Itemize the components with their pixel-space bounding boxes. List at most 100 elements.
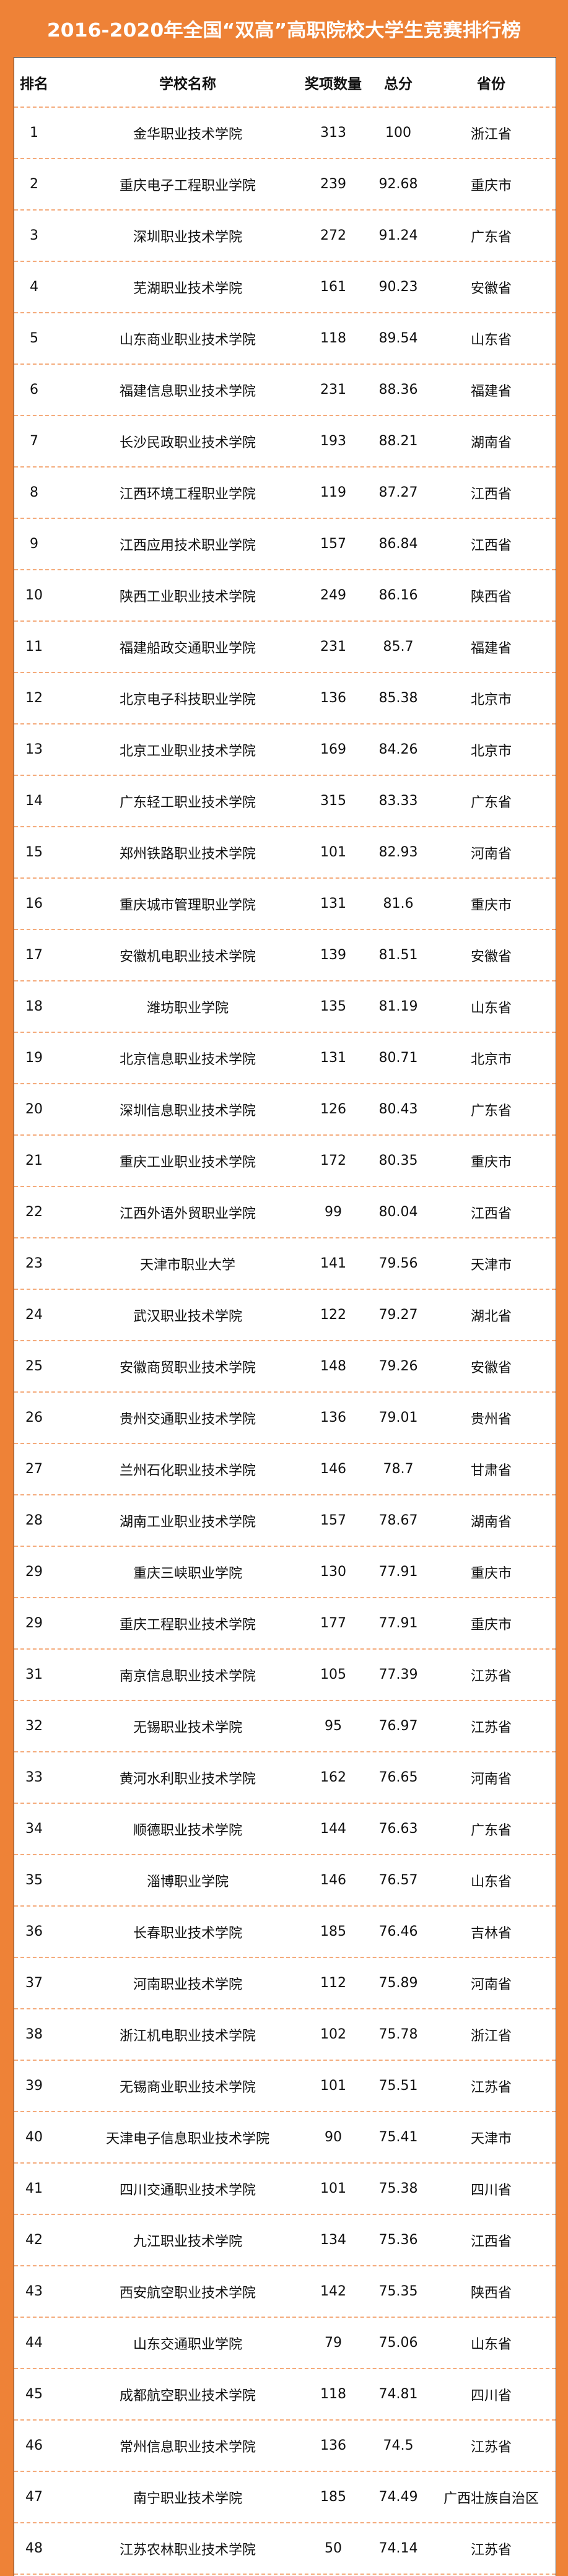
rank-cell: 39 xyxy=(25,2078,43,2094)
rank-cell: 10 xyxy=(25,588,43,603)
table-row: 24 武汉职业技术学院 122 79.27 湖北省 xyxy=(14,1290,556,1341)
rank-cell: 24 xyxy=(25,1307,43,1323)
total-score-cell: 85.38 xyxy=(378,690,418,706)
province-cell: 江苏省 xyxy=(470,1668,512,1684)
rank-cell: 4 xyxy=(30,279,38,295)
table-row: 28 湖南工业职业技术学院 157 78.67 湖南省 xyxy=(14,1495,556,1547)
total-score-cell: 86.84 xyxy=(378,536,418,552)
school-name-cell: 顺德职业技术学院 xyxy=(133,1822,242,1838)
province-cell: 安徽省 xyxy=(470,1360,512,1376)
rank-cell: 2 xyxy=(30,176,38,192)
school-name-cell: 安徽机电职业技术学院 xyxy=(119,949,256,965)
school-name-cell: 贵州交通职业技术学院 xyxy=(119,1411,256,1427)
school-name-cell: 湖南工业职业技术学院 xyxy=(119,1514,256,1530)
school-name-cell: 南宁职业技术学院 xyxy=(133,2491,242,2507)
province-cell: 重庆市 xyxy=(470,1565,512,1582)
rank-cell: 47 xyxy=(25,2489,43,2505)
total-score-cell: 86.16 xyxy=(378,588,418,603)
school-name-cell: 南京信息职业技术学院 xyxy=(119,1668,256,1684)
total-score-cell: 76.63 xyxy=(378,1821,418,1837)
award-count-cell: 126 xyxy=(320,1102,346,1117)
school-name-cell: 天津电子信息职业技术学院 xyxy=(105,2131,269,2147)
table-row: 42 九江职业技术学院 134 75.36 江西省 xyxy=(14,2215,556,2266)
province-cell: 江西省 xyxy=(470,486,512,502)
school-name-cell: 江西环境工程职业学院 xyxy=(119,486,256,502)
table-row: 40 天津电子信息职业技术学院 90 75.41 天津市 xyxy=(14,2112,556,2164)
award-count-cell: 119 xyxy=(320,485,346,500)
province-cell: 江西省 xyxy=(470,537,512,554)
school-name-cell: 福建船政交通职业学院 xyxy=(119,640,256,656)
province-cell: 山东省 xyxy=(470,1000,512,1016)
total-score-cell: 75.51 xyxy=(378,2078,418,2094)
award-count-cell: 177 xyxy=(320,1616,346,1631)
table-row: 35 淄博职业学院 146 76.57 山东省 xyxy=(14,1855,556,1907)
total-score-cell: 76.65 xyxy=(378,1770,418,1785)
table-row: 34 顺德职业技术学院 144 76.63 广东省 xyxy=(14,1804,556,1855)
rank-cell: 5 xyxy=(30,331,38,346)
award-count-cell: 144 xyxy=(320,1821,346,1837)
table-row: 11 福建船政交通职业学院 231 85.7 福建省 xyxy=(14,622,556,673)
school-name-cell: 深圳职业技术学院 xyxy=(133,229,242,245)
rank-cell: 29 xyxy=(25,1564,43,1580)
school-name-cell: 芜湖职业技术学院 xyxy=(133,281,242,297)
rank-cell: 48 xyxy=(25,2541,43,2556)
province-cell: 湖北省 xyxy=(470,1308,512,1325)
award-count-cell: 118 xyxy=(320,2387,346,2402)
school-name-cell: 陕西工业职业技术学院 xyxy=(119,589,256,605)
rank-cell: 8 xyxy=(30,485,38,500)
award-count-cell: 157 xyxy=(320,1513,346,1528)
province-cell: 江苏省 xyxy=(470,1720,512,1736)
province-cell: 陕西省 xyxy=(470,589,512,605)
table-row: 32 无锡职业技术学院 95 76.97 江苏省 xyxy=(14,1701,556,1752)
school-name-cell: 江西外语外贸职业学院 xyxy=(119,1206,256,1222)
school-name-cell: 江苏农林职业技术学院 xyxy=(119,2542,256,2558)
award-count-cell: 112 xyxy=(320,1975,346,1991)
province-cell: 重庆市 xyxy=(470,897,512,913)
award-count-cell: 95 xyxy=(325,1718,342,1734)
award-count-cell: 131 xyxy=(320,896,346,912)
school-name-cell: 山东交通职业学院 xyxy=(133,2336,242,2352)
table-row: 26 贵州交通职业技术学院 136 79.01 贵州省 xyxy=(14,1393,556,1444)
header-province: 省份 xyxy=(477,76,505,92)
rank-cell: 38 xyxy=(25,2027,43,2042)
award-count-cell: 101 xyxy=(320,845,346,860)
rank-cell: 23 xyxy=(25,1256,43,1271)
table-row: 5 山东商业职业技术学院 118 89.54 山东省 xyxy=(14,313,556,365)
school-name-cell: 重庆工业职业技术学院 xyxy=(119,1154,256,1170)
total-score-cell: 78.67 xyxy=(378,1513,418,1528)
school-name-cell: 重庆电子工程职业学院 xyxy=(119,178,256,194)
table-row: 38 浙江机电职业技术学院 102 75.78 浙江省 xyxy=(14,2009,556,2061)
table-row: 17 安徽机电职业技术学院 139 81.51 安徽省 xyxy=(14,930,556,981)
total-score-cell: 75.89 xyxy=(378,1975,418,1991)
school-name-cell: 黄河水利职业技术学院 xyxy=(119,1771,256,1787)
award-count-cell: 105 xyxy=(320,1667,346,1682)
province-cell: 江苏省 xyxy=(470,2542,512,2558)
table-row: 13 北京工业职业技术学院 169 84.26 北京市 xyxy=(14,724,556,776)
total-score-cell: 80.71 xyxy=(378,1050,418,1066)
province-cell: 广西壮族自治区 xyxy=(443,2491,539,2507)
province-cell: 广东省 xyxy=(470,1103,512,1119)
award-count-cell: 185 xyxy=(320,2489,346,2505)
school-name-cell: 成都航空职业技术学院 xyxy=(119,2388,256,2404)
school-name-cell: 河南职业技术学院 xyxy=(133,1977,242,1993)
award-count-cell: 162 xyxy=(320,1770,346,1785)
rank-cell: 16 xyxy=(25,896,43,912)
school-name-cell: 天津市职业大学 xyxy=(139,1257,235,1273)
province-cell: 安徽省 xyxy=(470,949,512,965)
table-row: 27 兰州石化职业技术学院 146 78.7 甘肃省 xyxy=(14,1444,556,1495)
province-cell: 北京市 xyxy=(470,692,512,708)
province-cell: 山东省 xyxy=(470,332,512,348)
province-cell: 浙江省 xyxy=(470,126,512,142)
rank-cell: 20 xyxy=(25,1102,43,1117)
rank-cell: 31 xyxy=(25,1667,43,1682)
award-count-cell: 118 xyxy=(320,331,346,346)
school-name-cell: 长沙民政职业技术学院 xyxy=(119,435,256,451)
rank-cell: 43 xyxy=(25,2284,43,2299)
rank-cell: 46 xyxy=(25,2438,43,2453)
rank-cell: 41 xyxy=(25,2181,43,2196)
award-count-cell: 231 xyxy=(320,382,346,398)
school-name-cell: 福建信息职业技术学院 xyxy=(119,383,256,399)
rank-cell: 6 xyxy=(30,382,38,398)
total-score-cell: 79.26 xyxy=(378,1359,418,1374)
total-score-cell: 80.04 xyxy=(378,1204,418,1220)
